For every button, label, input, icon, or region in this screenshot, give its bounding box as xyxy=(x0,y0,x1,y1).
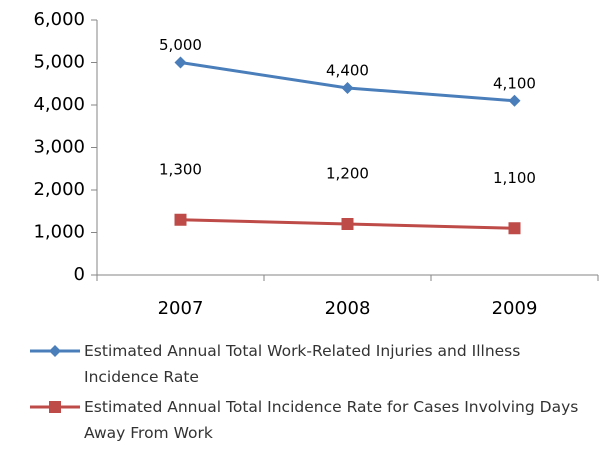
data-label: 1,300 xyxy=(159,160,202,178)
marker xyxy=(49,345,61,357)
legend-item: Estimated Annual Total Work-Related Inju… xyxy=(0,338,594,390)
marker xyxy=(174,56,187,69)
legend: Estimated Annual Total Work-Related Inju… xyxy=(0,338,600,450)
marker xyxy=(341,82,354,94)
y-tick-label: 0 xyxy=(74,264,85,285)
marker xyxy=(341,218,354,230)
y-tick-label: 5,000 xyxy=(33,52,85,73)
data-label: 4,100 xyxy=(493,74,536,92)
y-tick-label: 1,000 xyxy=(33,222,85,243)
chart: 0 1,000 2,000 3,000 4,000 5,000 6,000 2007 2008 2… xyxy=(33,9,599,319)
y-tick-label: 6,000 xyxy=(33,9,85,30)
x-tick-label: 2009 xyxy=(492,298,538,319)
y-tick-label: 2,000 xyxy=(33,179,85,200)
data-label: 4,400 xyxy=(326,62,369,80)
data-label: 5,000 xyxy=(159,36,202,54)
marker xyxy=(49,401,61,413)
legend-label: Estimated Annual Total Work-Related Inju… xyxy=(84,342,521,386)
y-tick-label: 3,000 xyxy=(33,137,85,158)
legend-icon xyxy=(30,401,80,413)
marker xyxy=(508,94,521,107)
y-tick-label: 4,000 xyxy=(33,94,85,115)
legend-item: Estimated Annual Total Incidence Rate fo… xyxy=(0,394,594,446)
legend-label: Estimated Annual Total Incidence Rate fo… xyxy=(84,398,579,442)
legend-icon xyxy=(30,345,80,357)
x-tick-label: 2007 xyxy=(158,298,204,319)
data-label: 1,200 xyxy=(326,165,369,183)
data-label: 1,100 xyxy=(493,169,536,187)
marker xyxy=(508,222,521,235)
x-tick-label: 2008 xyxy=(325,298,371,319)
marker xyxy=(174,213,187,226)
